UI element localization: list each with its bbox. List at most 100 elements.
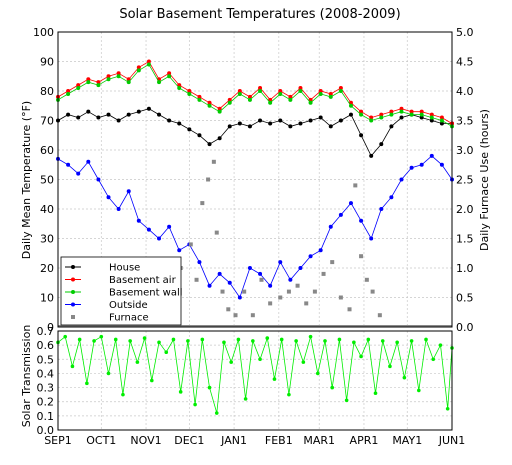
data-point-basement-wall: [288, 97, 293, 102]
top-y2-tick-label: 3.0: [456, 144, 474, 157]
data-point-basement-wall: [369, 118, 374, 123]
solar-transmission-point: [70, 364, 75, 369]
data-point-basement-wall: [389, 112, 394, 117]
top-y2-tick-label: 1.0: [456, 262, 474, 275]
furnace-point: [211, 159, 216, 164]
data-point-basement-air: [268, 97, 273, 102]
data-point-basement-air: [66, 89, 71, 93]
furnace-point: [330, 260, 335, 265]
data-point-basement-air: [328, 91, 333, 96]
data-point-house: [126, 112, 131, 117]
solar-transmission-point: [186, 339, 190, 343]
furnace-point: [304, 301, 309, 306]
series-line-basement-air: [57, 60, 453, 124]
solar-transmission-point: [243, 397, 248, 401]
furnace-point: [226, 307, 231, 312]
data-point-basement-wall: [429, 115, 434, 120]
solar-transmission-point: [359, 354, 363, 359]
data-point-basement-air: [389, 109, 394, 114]
solar-transmission-point: [157, 340, 161, 345]
solar-transmission-point: [272, 377, 277, 381]
data-point-basement-wall: [66, 91, 71, 96]
data-point-basement-air: [106, 74, 111, 79]
data-point-outside: [76, 171, 81, 176]
solar-transmission-point: [344, 398, 349, 403]
furnace-point: [250, 313, 255, 318]
data-point-outside: [247, 266, 252, 270]
data-point-basement-air: [298, 86, 303, 91]
data-point-house: [308, 118, 313, 123]
top-y2-tick-label: 0.0: [456, 321, 474, 334]
furnace-point: [194, 277, 199, 282]
legend-swatch-basement-wall: [71, 290, 75, 294]
solar-transmission-point: [164, 350, 169, 355]
data-point-house: [399, 115, 404, 120]
legend-swatch-outside: [71, 302, 75, 307]
furnace-point: [268, 301, 273, 306]
solar-transmission-point: [279, 337, 284, 342]
top-panel-y2-ticks: 0.0 0.5 1.0 1.5 2.0 2.5 3.0 3.5 4.0 4.5 5.0: [456, 26, 474, 334]
x-tick-label: FEB1: [265, 434, 293, 447]
data-point-house: [146, 106, 151, 111]
data-point-basement-air: [369, 115, 374, 120]
data-point-basement-wall: [157, 80, 162, 85]
data-point-outside: [106, 195, 111, 200]
top-y-axis-label: Daily Mean Temperature (°F): [20, 101, 33, 259]
data-point-basement-wall: [419, 112, 424, 117]
data-point-basement-wall: [308, 100, 313, 105]
furnace-point: [188, 242, 193, 247]
bottom-y-tick-label: 0.5: [37, 353, 55, 366]
bottom-y-tick-label: 0.7: [37, 325, 55, 338]
solar-transmission-point: [373, 391, 378, 396]
furnace-point: [200, 201, 205, 206]
series-line-house: [57, 108, 452, 157]
data-point-basement-air: [167, 71, 172, 76]
solar-transmission-point: [222, 340, 226, 345]
data-point-basement-wall: [409, 112, 414, 117]
data-point-basement-wall: [379, 115, 384, 120]
data-point-house: [217, 136, 222, 141]
data-point-outside: [338, 212, 343, 217]
solar-transmission-point: [214, 411, 219, 415]
data-point-basement-air: [429, 112, 434, 117]
data-point-basement-air: [197, 94, 202, 99]
bottom-panel-frame: [57, 330, 453, 431]
top-y-tick-label: 20: [40, 262, 54, 275]
data-point-basement-wall: [348, 103, 353, 108]
data-point-basement-wall: [86, 80, 91, 85]
furnace-point: [377, 313, 382, 318]
data-point-basement-wall: [217, 109, 222, 114]
x-tick-label: JAN1: [220, 434, 247, 447]
data-point-house: [237, 121, 242, 126]
solar-transmission-point: [200, 337, 205, 342]
solar-transmission-point: [251, 339, 255, 343]
legend-label-outside: Outside: [109, 300, 148, 311]
data-point-house: [328, 124, 333, 129]
legend-label-house: House: [109, 263, 140, 274]
x-tick-label: OCT1: [86, 434, 116, 447]
data-point-basement-air: [308, 97, 313, 102]
solar-transmission-point: [236, 337, 241, 342]
series-basement-air: [56, 59, 454, 126]
data-point-basement-wall: [359, 112, 364, 117]
data-point-basement-air: [288, 94, 293, 99]
data-point-basement-wall: [258, 89, 263, 93]
top-y-tick-label: 70: [40, 115, 54, 128]
data-point-basement-air: [96, 80, 101, 85]
top-y-tick-label: 100: [33, 26, 54, 39]
top-y2-tick-label: 4.0: [456, 85, 474, 98]
solar-transmission-point: [409, 339, 414, 343]
solar-transmission-point: [424, 337, 428, 342]
data-point-house: [177, 121, 182, 126]
furnace-point: [233, 313, 238, 318]
data-point-basement-air: [126, 77, 131, 82]
series-furnace: [58, 159, 452, 327]
data-point-basement-air: [227, 97, 232, 102]
solar-transmission-point: [301, 360, 306, 364]
data-point-house: [318, 115, 323, 120]
data-point-outside: [258, 271, 263, 276]
data-point-basement-air: [439, 115, 444, 120]
series-basement-wall: [56, 62, 454, 129]
data-point-basement-air: [318, 89, 323, 93]
bottom-y-tick-label: 0.4: [37, 367, 55, 380]
